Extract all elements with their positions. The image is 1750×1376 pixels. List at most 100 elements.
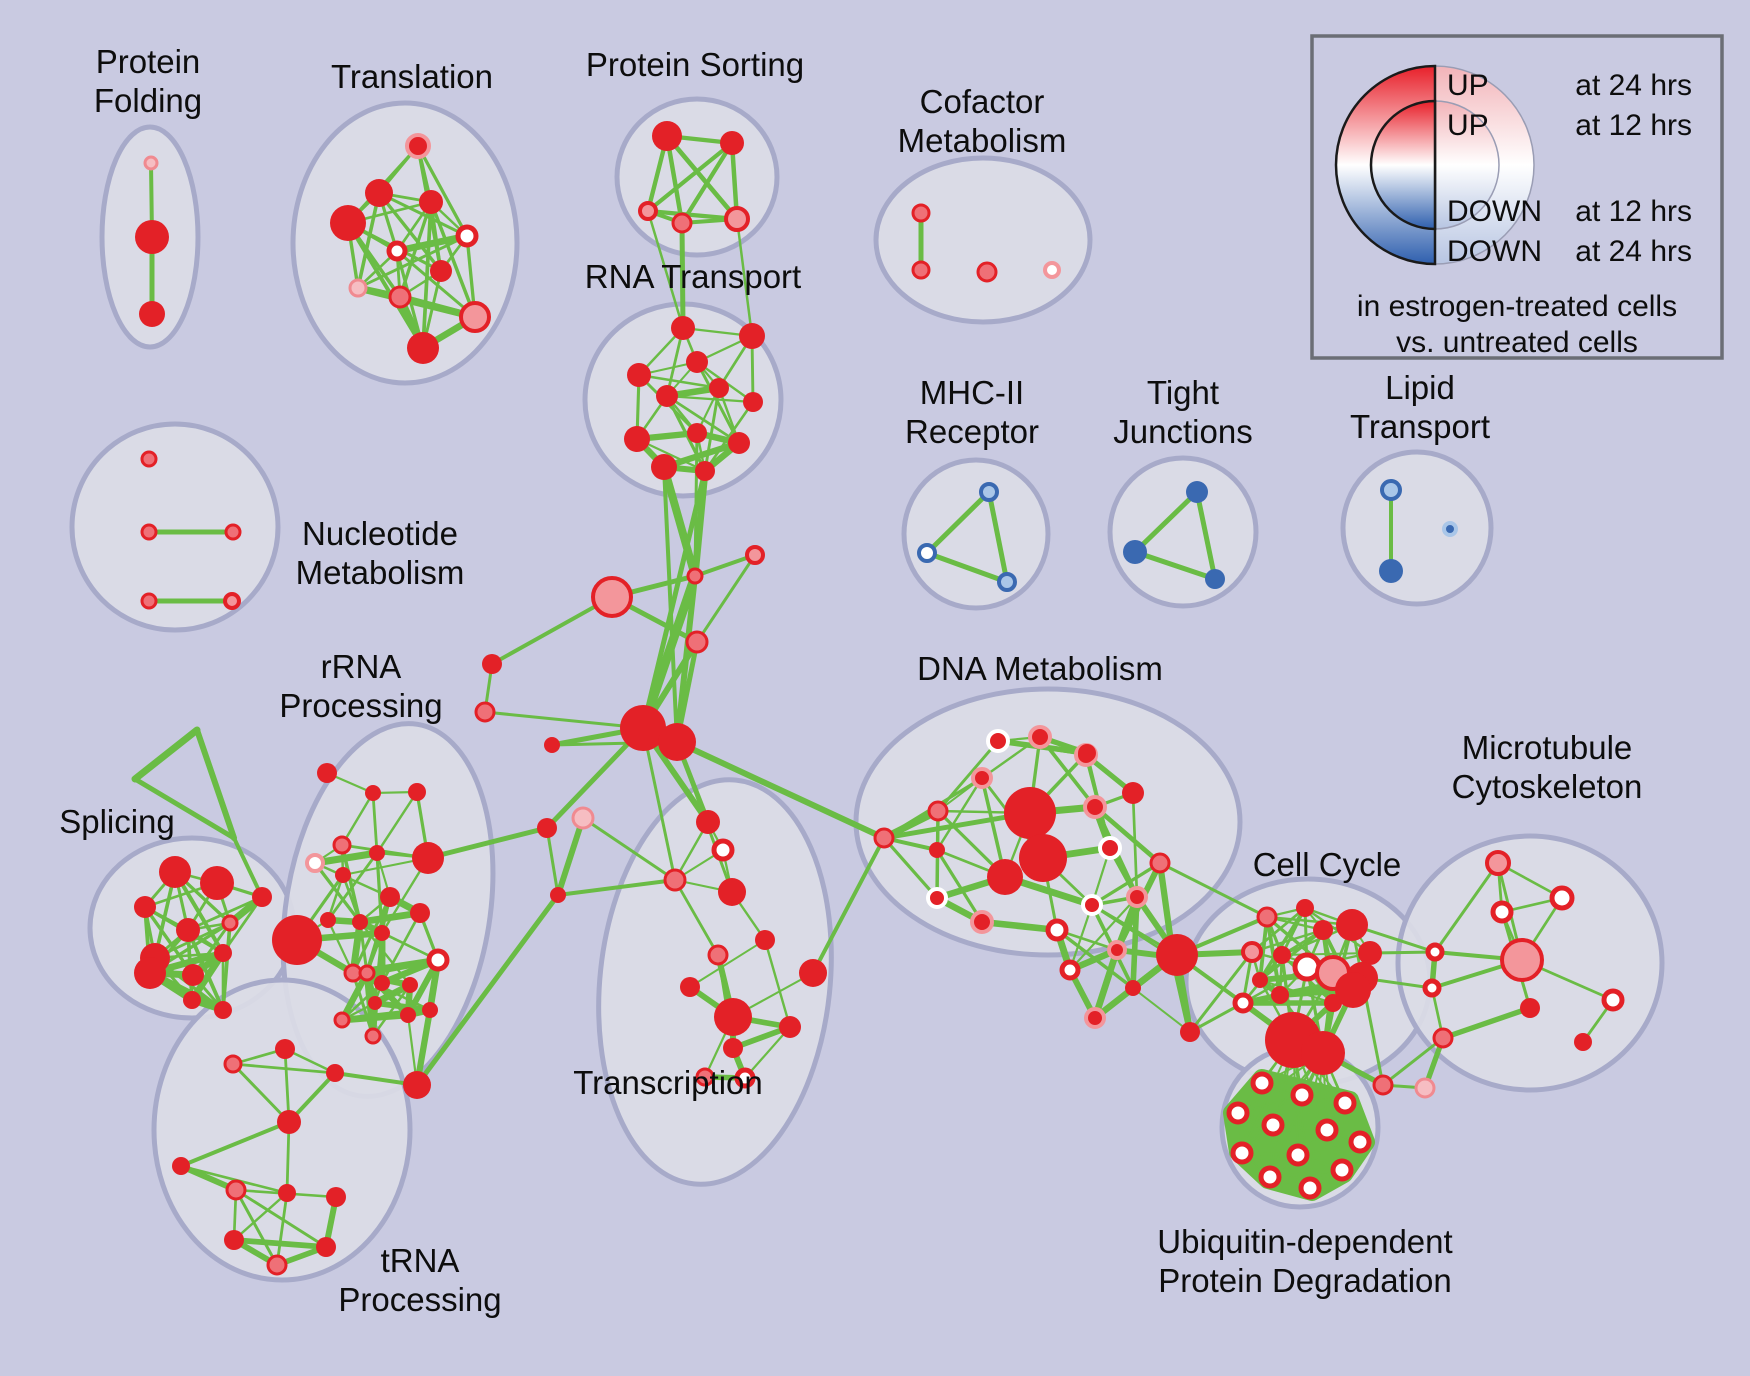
gene-node bbox=[1574, 1033, 1592, 1051]
network-edge bbox=[1440, 1005, 1533, 1041]
gene-node bbox=[696, 810, 720, 834]
cluster-ellipse-nucleotide-metabolism bbox=[69, 421, 281, 633]
gene-node bbox=[365, 179, 393, 207]
gene-node bbox=[278, 1184, 296, 1202]
connector-edge bbox=[131, 726, 201, 783]
cluster-label-protein-folding: Protein bbox=[96, 43, 201, 80]
gene-node bbox=[1358, 941, 1382, 965]
gene-node bbox=[1256, 906, 1278, 928]
connector-edge bbox=[194, 727, 237, 841]
gene-node bbox=[927, 800, 949, 822]
gene-node bbox=[134, 957, 166, 989]
gene-node bbox=[1380, 479, 1402, 501]
gene-node bbox=[1149, 852, 1171, 874]
gene-node bbox=[159, 856, 191, 888]
gene-node bbox=[224, 1230, 244, 1250]
connector-edge bbox=[414, 892, 561, 1088]
network-edge bbox=[645, 208, 740, 222]
network-edge bbox=[1132, 549, 1218, 582]
network-edge bbox=[1280, 951, 1372, 957]
legend-circle-inner-faint-half bbox=[1434, 100, 1500, 230]
gene-node bbox=[430, 260, 452, 282]
gene-node bbox=[1186, 481, 1208, 503]
gene-node bbox=[1372, 1074, 1394, 1096]
gene-node bbox=[1230, 1141, 1254, 1165]
gene-node bbox=[620, 705, 666, 751]
network-edge bbox=[375, 790, 419, 855]
cluster-label-rna-transport: RNA Transport bbox=[585, 258, 801, 295]
gene-node bbox=[459, 301, 491, 333]
network-edge bbox=[679, 140, 735, 226]
gene-node bbox=[718, 878, 746, 906]
gene-node bbox=[1123, 540, 1147, 564]
cluster-label-mhc-ii-receptor: Receptor bbox=[905, 413, 1039, 450]
gene-node bbox=[224, 523, 242, 541]
gene-node bbox=[1348, 1130, 1372, 1154]
network-edge bbox=[231, 1062, 291, 1124]
cluster-ellipse-lipid-transport bbox=[1340, 449, 1494, 607]
network-edge bbox=[234, 1188, 279, 1267]
gene-node bbox=[624, 426, 650, 452]
gene-node bbox=[214, 944, 232, 962]
gene-node bbox=[1336, 909, 1368, 941]
gene-node bbox=[200, 866, 234, 900]
network-edge bbox=[689, 939, 766, 988]
gene-node bbox=[911, 203, 931, 223]
network-edge bbox=[490, 595, 614, 666]
cluster-label-protein-folding: Folding bbox=[94, 82, 202, 119]
gene-node bbox=[711, 838, 735, 862]
gene-node bbox=[544, 737, 560, 753]
network-edge bbox=[936, 739, 1000, 813]
gene-node bbox=[728, 432, 750, 454]
legend-row-time: at 12 hrs bbox=[1575, 109, 1692, 142]
gene-node bbox=[1250, 1071, 1274, 1095]
network-edge bbox=[1091, 946, 1121, 1022]
cluster-label-nucleotide-metabolism: Nucleotide bbox=[302, 515, 458, 552]
network-edge bbox=[313, 861, 392, 899]
network-edge bbox=[1194, 489, 1218, 582]
legend-row-time: at 24 hrs bbox=[1575, 235, 1692, 268]
gene-node bbox=[1485, 850, 1511, 876]
gene-node bbox=[474, 701, 496, 723]
gene-node bbox=[140, 592, 158, 610]
gene-node bbox=[407, 332, 439, 364]
cluster-label-transcription: Transcription bbox=[573, 1064, 763, 1101]
connector-edge bbox=[1188, 950, 1254, 1034]
gene-node bbox=[214, 1001, 232, 1019]
network-edge bbox=[338, 969, 371, 1024]
network-edge bbox=[924, 550, 1010, 585]
cluster-label-nucleotide-metabolism: Metabolism bbox=[296, 554, 465, 591]
gene-node bbox=[1271, 986, 1289, 1004]
gene-node bbox=[1520, 998, 1540, 1018]
gene-node bbox=[1252, 972, 1268, 988]
connector-edge bbox=[545, 826, 560, 897]
network-edge bbox=[186, 895, 264, 932]
gene-node bbox=[277, 1110, 301, 1134]
network-edge bbox=[665, 394, 755, 404]
gene-node bbox=[364, 1027, 382, 1045]
cluster-label-dna-metabolism: DNA Metabolism bbox=[917, 650, 1163, 687]
gene-node bbox=[658, 723, 696, 761]
cluster-label-lipid-transport: Transport bbox=[1350, 408, 1490, 445]
cluster-ellipse-tight-junctions bbox=[1107, 455, 1259, 609]
gene-node bbox=[374, 975, 390, 991]
gene-node bbox=[695, 1067, 715, 1087]
gene-node bbox=[1296, 899, 1314, 917]
network-edge bbox=[231, 1237, 329, 1250]
gene-node bbox=[1232, 992, 1254, 1014]
network-edge bbox=[743, 1025, 792, 1080]
gene-node bbox=[1432, 1027, 1454, 1049]
network-edge bbox=[978, 918, 1061, 934]
gene-node bbox=[400, 1007, 416, 1023]
gene-node bbox=[1045, 918, 1069, 942]
cluster-label-rrna-processing: Processing bbox=[279, 687, 442, 724]
gene-node bbox=[1126, 886, 1148, 908]
gene-node bbox=[734, 1067, 756, 1089]
cluster-label-splicing: Splicing bbox=[59, 803, 175, 840]
gene-node bbox=[1241, 941, 1263, 963]
gene-node bbox=[537, 818, 557, 838]
network-edge bbox=[275, 1191, 289, 1267]
gene-node bbox=[685, 630, 709, 654]
gene-node bbox=[723, 1038, 743, 1058]
gene-node bbox=[1043, 261, 1061, 279]
